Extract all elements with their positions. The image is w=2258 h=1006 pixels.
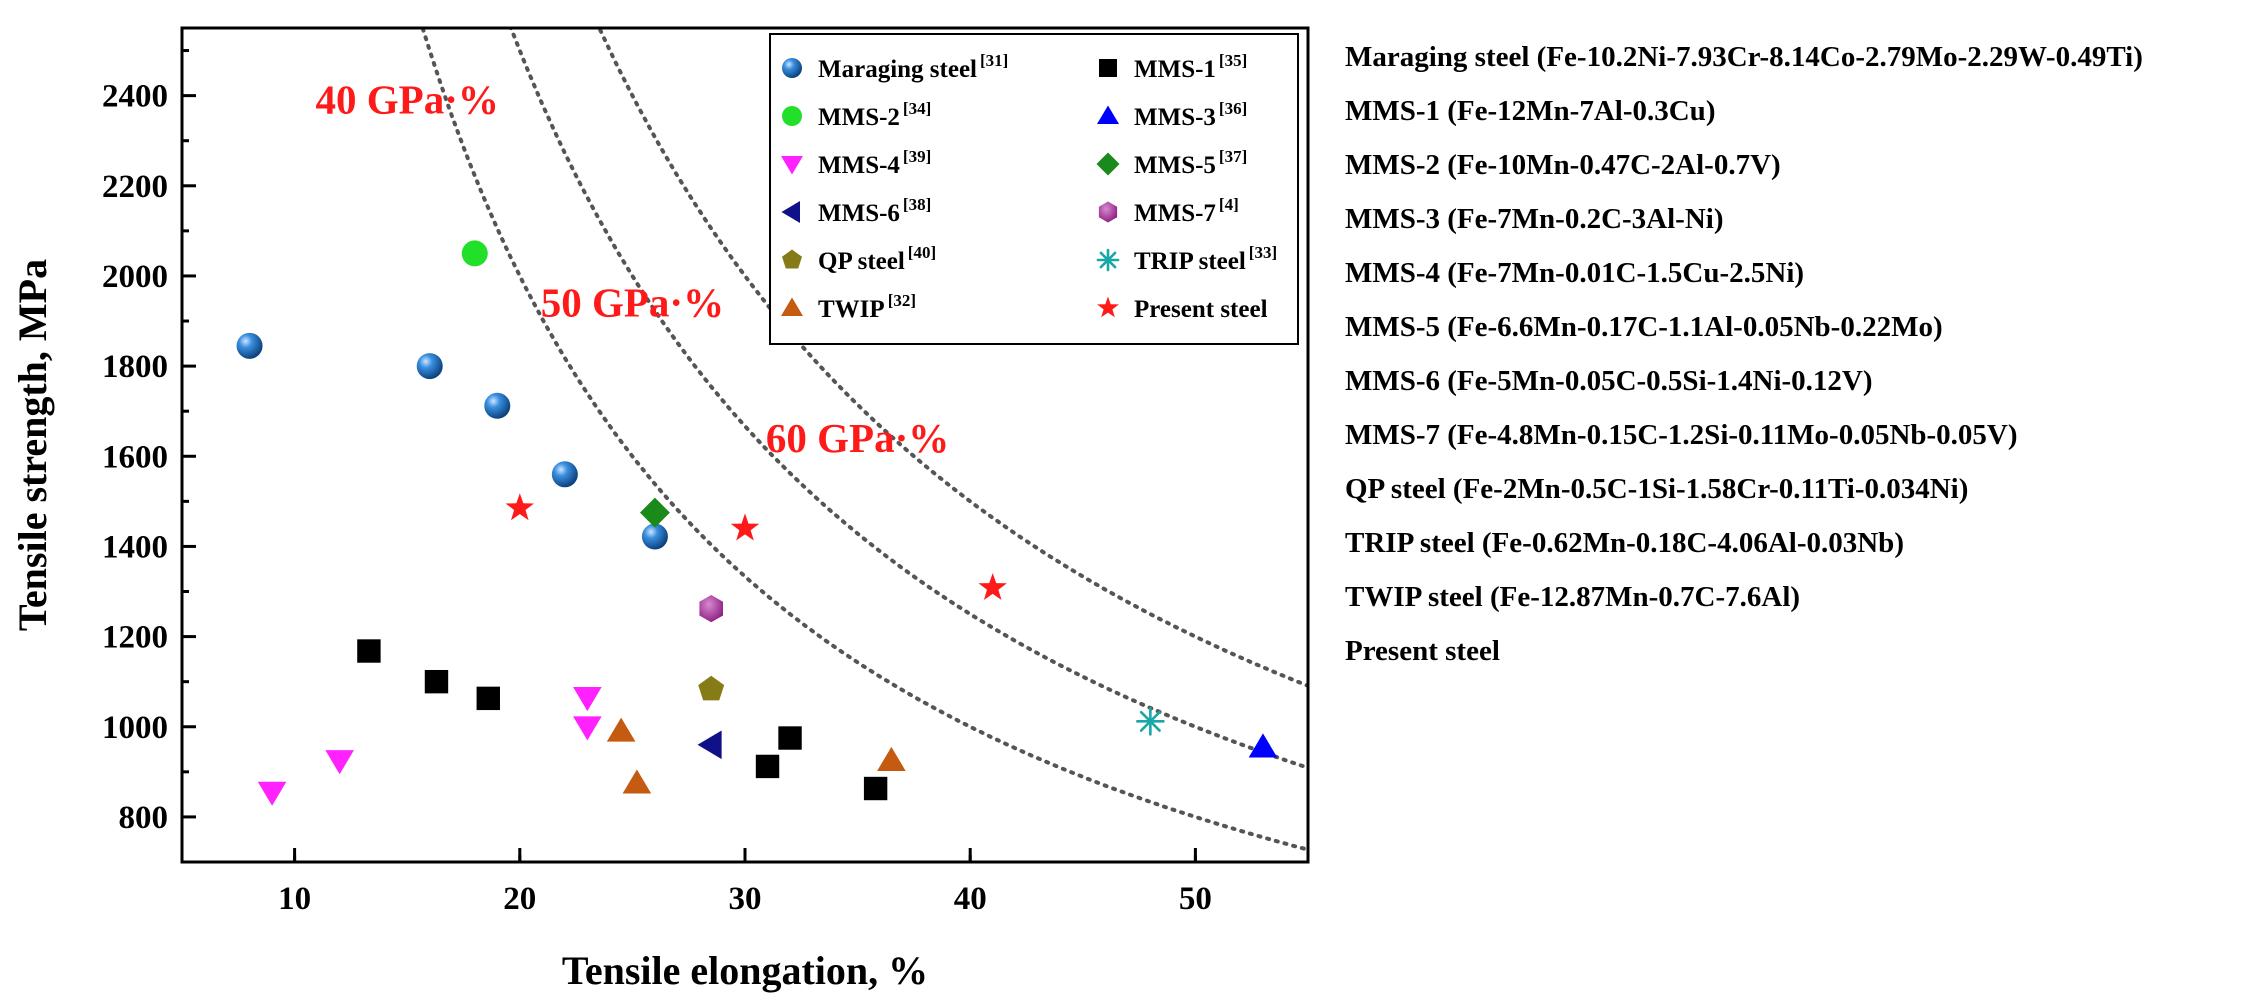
composition-list: Maraging steel (Fe-10.2Ni-7.93Cr-8.14Co-… — [1345, 30, 2250, 678]
y-tick-label: 1000 — [102, 710, 168, 746]
legend-marker — [1099, 59, 1117, 77]
pse-curve — [597, 28, 1308, 688]
composition-item: TWIP steel (Fe-12.87Mn-0.7C-7.6Al) — [1345, 581, 1801, 613]
composition-item: QP steel (Fe-2Mn-0.5C-1Si-1.58Cr-0.11Ti-… — [1345, 473, 1969, 505]
x-tick-label: 30 — [729, 881, 762, 917]
data-point — [622, 769, 652, 794]
data-point — [461, 240, 488, 267]
legend-marker — [782, 106, 802, 126]
data-point — [978, 573, 1007, 600]
data-point — [1248, 733, 1278, 758]
legend-label: Present steel — [1134, 296, 1268, 323]
legend-marker — [781, 297, 803, 316]
x-tick-label: 40 — [954, 881, 987, 917]
y-tick-label: 1600 — [102, 439, 168, 475]
data-point — [551, 461, 578, 488]
y-tick-label: 1200 — [102, 620, 168, 656]
composition-item: MMS-5 (Fe-6.6Mn-0.17C-1.1Al-0.05Nb-0.22M… — [1345, 311, 1943, 343]
y-tick-label: 2000 — [102, 259, 168, 295]
data-point — [505, 493, 534, 521]
data-point — [357, 639, 381, 663]
y-tick-label: 2400 — [102, 79, 168, 115]
x-tick-label: 20 — [503, 881, 536, 917]
y-axis-title: Tensile strength, MPa — [10, 259, 55, 631]
data-point — [573, 716, 602, 741]
composition-item: TRIP steel (Fe-0.62Mn-0.18C-4.06Al-0.03N… — [1345, 527, 1904, 559]
data-point — [236, 332, 263, 359]
composition-item: MMS-1 (Fe-12Mn-7Al-0.3Cu) — [1345, 95, 1716, 127]
data-point — [641, 523, 668, 550]
composition-item: MMS-2 (Fe-10Mn-0.47C-2Al-0.7V) — [1345, 149, 1781, 181]
data-point — [325, 750, 354, 775]
data-point — [1136, 707, 1165, 736]
x-tick-label: 50 — [1179, 881, 1212, 917]
data-point — [573, 687, 602, 712]
pse-curve-label: 40 GPa·% — [316, 77, 499, 123]
legend-marker — [1097, 105, 1119, 124]
y-tick-label: 1400 — [102, 529, 168, 565]
y-tick-label: 2200 — [102, 169, 168, 205]
pse-curve-label: 60 GPa·% — [766, 415, 949, 461]
pse-curve-label: 50 GPa·% — [541, 280, 724, 326]
data-point — [476, 686, 500, 711]
legend-marker — [1096, 152, 1120, 176]
data-point — [484, 392, 511, 419]
asterisk-stroke — [1139, 710, 1161, 732]
composition-item: MMS-3 (Fe-7Mn-0.2C-3Al-Ni) — [1345, 203, 1724, 235]
data-point — [699, 595, 723, 623]
composition-item: Maraging steel (Fe-10.2Ni-7.93Cr-8.14Co-… — [1345, 41, 2143, 73]
data-point — [778, 726, 802, 750]
data-point — [257, 781, 287, 806]
y-tick-label: 1800 — [102, 349, 168, 385]
pse-curve — [508, 28, 1308, 770]
data-point — [863, 776, 888, 801]
composition-item: MMS-4 (Fe-7Mn-0.01C-1.5Cu-2.5Ni) — [1345, 257, 1805, 289]
data-point — [639, 497, 670, 528]
legend-label: TWIP [32] — [818, 291, 916, 323]
data-point — [606, 717, 636, 742]
x-tick-label: 10 — [278, 881, 311, 917]
legend-marker — [781, 156, 803, 175]
data-point — [755, 754, 780, 779]
data-point — [698, 675, 725, 701]
data-point — [697, 730, 722, 760]
composition-item: MMS-7 (Fe-4.8Mn-0.15C-1.2Si-0.11Mo-0.05N… — [1345, 419, 2018, 451]
legend-marker — [782, 58, 802, 78]
legend-marker — [782, 249, 802, 269]
data-point — [877, 746, 906, 771]
legend-marker — [1096, 248, 1120, 272]
composition-item: MMS-6 (Fe-5Mn-0.05C-0.5Si-1.4Ni-0.12V) — [1345, 365, 1873, 397]
data-point — [424, 669, 449, 694]
x-axis-title: Tensile elongation, % — [562, 948, 928, 993]
asterisk-stroke — [1099, 251, 1117, 269]
legend-marker — [1098, 201, 1118, 223]
data-point — [416, 353, 443, 380]
pse-curve — [420, 28, 1308, 852]
legend-marker — [781, 201, 800, 223]
composition-item: Present steel — [1345, 635, 1500, 667]
legend-label: Maraging steel [31] — [818, 51, 1008, 83]
legend-marker — [1097, 296, 1119, 318]
legend-box — [769, 33, 1299, 345]
y-tick-label: 800 — [119, 800, 169, 836]
data-point — [730, 513, 760, 541]
